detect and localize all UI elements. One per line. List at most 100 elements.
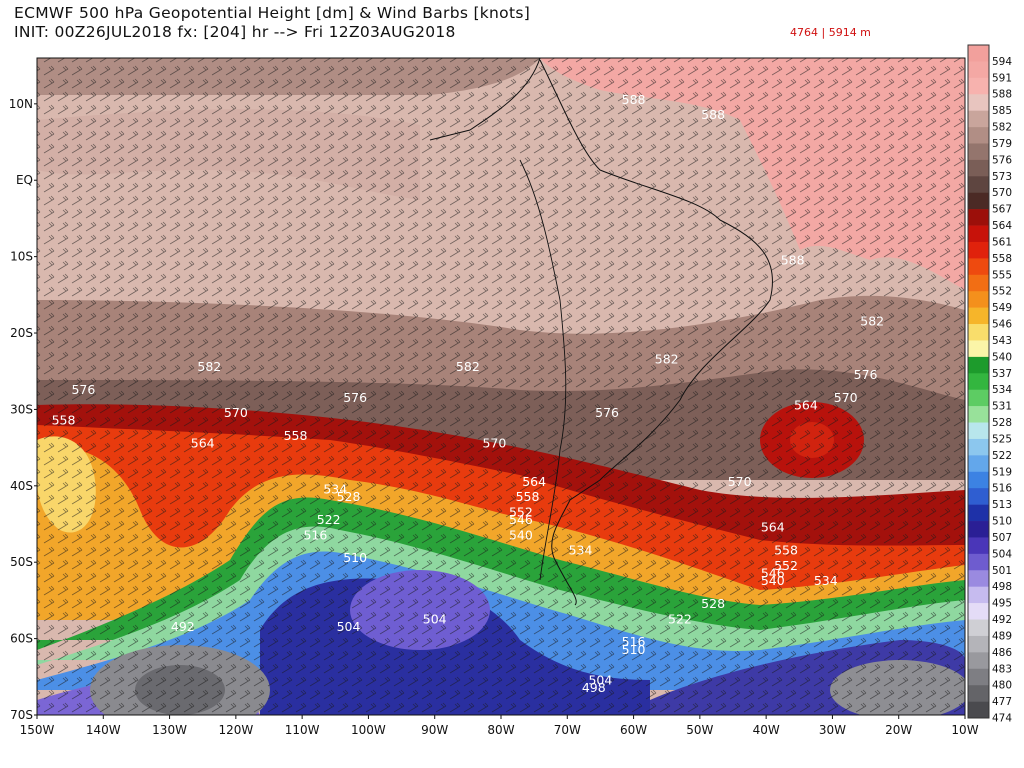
colorbar-label: 549 (992, 302, 1012, 314)
colorbar-swatch (968, 389, 989, 407)
coastline (429, 58, 774, 606)
contour-label: 570 (728, 474, 752, 489)
colorbar-swatch (968, 307, 989, 325)
colorbar-swatch (968, 635, 989, 653)
latitude-axis: 10N EQ 10S 20S 30S 40S 50S 60S 70S (9, 97, 37, 722)
colorbar-swatch (968, 291, 989, 308)
colorbar-label: 510 (992, 516, 1012, 528)
contour-label: 576 (854, 367, 878, 382)
longitude-label: 60W (620, 723, 647, 737)
contour-label: 540 (509, 527, 533, 542)
contour-label: 498 (582, 680, 606, 695)
contour-label: 582 (197, 359, 221, 374)
colorbar-label: 582 (992, 122, 1012, 134)
colorbar-label: 519 (992, 466, 1012, 478)
colorbar-swatch (968, 77, 989, 95)
coastline-west-sa (519, 159, 567, 581)
colorbar-label: 561 (992, 236, 1012, 248)
colorbar-swatch (968, 652, 989, 670)
colorbar-label: 564 (992, 220, 1012, 232)
colorbar-swatch (968, 521, 989, 538)
colorbar-label: 567 (992, 204, 1012, 216)
contour-label: 516 (622, 634, 646, 649)
longitude-label: 70W (554, 723, 581, 737)
contour-label: 546 (509, 512, 533, 527)
contour-label: 582 (456, 359, 480, 374)
colorbar-swatch (968, 471, 989, 489)
colorbar-label: 522 (992, 450, 1012, 462)
contour-label: 534 (323, 481, 347, 496)
contour-label: 570 (482, 436, 506, 451)
longitude-label: 10W (951, 723, 978, 737)
colorbar-label: 474 (992, 713, 1012, 725)
longitude-label: 120W (218, 723, 253, 737)
colorbar-swatch (968, 241, 989, 259)
colorbar-label: 480 (992, 680, 1012, 692)
latitude-label: 50S (10, 555, 33, 569)
contour-label: 570 (224, 405, 248, 420)
contour-label: 540 (761, 573, 785, 588)
longitude-label: 80W (487, 723, 514, 737)
longitude-label: 110W (285, 723, 320, 737)
colorbar-swatch (968, 61, 989, 79)
latitude-label: 10N (9, 97, 33, 111)
colorbar-swatch (968, 422, 989, 440)
colorbar-label: 558 (992, 253, 1012, 265)
colorbar-swatch (968, 209, 989, 226)
latitude-label: 70S (10, 708, 33, 722)
contour-label: 546 (761, 565, 785, 580)
latitude-label: 60S (10, 632, 33, 646)
colorbar-swatch (968, 619, 989, 637)
colorbar-label: 570 (992, 187, 1012, 199)
colorbar-swatch (968, 701, 989, 719)
colorbar-label: 501 (992, 565, 1012, 577)
colorbar-label: 588 (992, 89, 1012, 101)
latitude-label: 40S (10, 479, 33, 493)
longitude-label: 40W (753, 723, 780, 737)
latitude-label: 20S (10, 326, 33, 340)
colorbar-swatch (968, 225, 989, 243)
colorbar-label: 492 (992, 614, 1012, 626)
contour-label: 582 (860, 313, 884, 328)
colorbar-swatch (968, 192, 989, 210)
geopotential-height-field (37, 58, 965, 715)
colorbar-label: 594 (992, 56, 1012, 68)
colorbar-swatch (968, 553, 989, 571)
colorbar-label: 513 (992, 499, 1012, 511)
contour-label: 528 (701, 596, 725, 611)
colorbar-swatch (968, 455, 989, 473)
contour-label: 588 (701, 107, 725, 122)
colorbar-swatch (968, 603, 989, 620)
colorbar-swatch (968, 537, 989, 555)
contour-label: 534 (569, 543, 593, 558)
chart-title: ECMWF 500 hPa Geopotential Height [dm] &… (14, 4, 531, 22)
colorbar-label: 498 (992, 581, 1012, 593)
contour-label: 564 (794, 397, 818, 412)
colorbar-swatch (968, 110, 989, 128)
longitude-label: 130W (152, 723, 187, 737)
colorbar-swatch (968, 504, 989, 522)
contour-labels: 588 588 588 582 582 582 582 576 576 576 576 570 570 5… (52, 92, 885, 695)
colorbar-swatch (968, 176, 989, 194)
contour-label: 576 (343, 390, 367, 405)
contour-label: 552 (509, 504, 533, 519)
colorbar-label: 525 (992, 433, 1012, 445)
longitude-label: 150W (20, 723, 55, 737)
contour-label: 558 (516, 489, 540, 504)
latitude-label: EQ (16, 173, 33, 187)
longitude-label: 140W (86, 723, 121, 737)
chart-subtitle: INIT: 00Z26JUL2018 fx: [204] hr --> Fri … (14, 23, 456, 41)
contour-label: 522 (668, 611, 692, 626)
contour-label: 576 (595, 405, 619, 420)
colorbar-label: 540 (992, 351, 1012, 363)
colorbar-swatch (968, 668, 989, 686)
colorbar-label: 495 (992, 598, 1012, 610)
contour-label: 588 (781, 252, 805, 267)
longitude-label: 20W (885, 723, 912, 737)
contour-label: 510 (622, 642, 646, 657)
wind-barbs (37, 58, 965, 715)
longitude-label: 100W (351, 723, 386, 737)
colorbar-swatch (968, 45, 989, 62)
contour-label: 552 (774, 558, 798, 573)
